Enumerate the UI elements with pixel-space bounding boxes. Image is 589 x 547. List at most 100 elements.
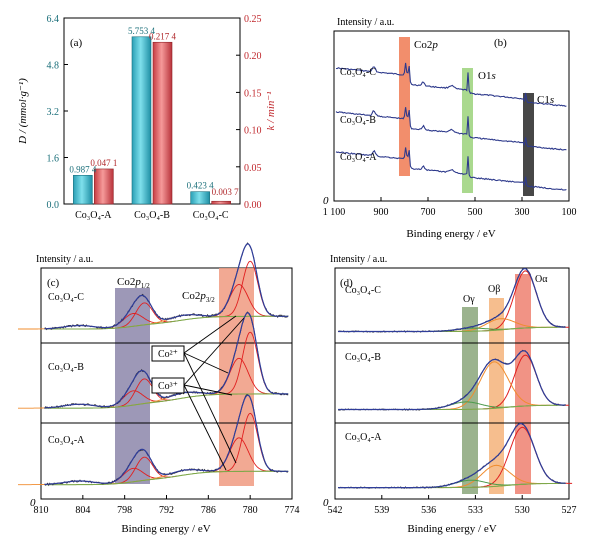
bar-d-2 bbox=[190, 191, 210, 205]
co2p-background-2 bbox=[44, 470, 289, 486]
co3plus-label: Co³⁺ bbox=[158, 381, 178, 392]
o1s-envelope-0 bbox=[338, 268, 566, 333]
panel-d-frame bbox=[334, 267, 570, 500]
survey-curve-1 bbox=[335, 107, 567, 151]
category-label-0: Co₃O₄-A bbox=[75, 210, 112, 221]
ytick-left-label-2: 3.2 bbox=[47, 107, 60, 118]
panel-b: 1 100 900 700 500 300 100 Intensity / a.u. (b… bbox=[323, 17, 577, 240]
d-xtick-label-2: 536 bbox=[421, 505, 436, 516]
value-label-d-2: 0.423 4 bbox=[187, 181, 215, 191]
c-label-b: Co₃O₄-B bbox=[48, 362, 84, 373]
c-xtick-label-5: 780 bbox=[243, 505, 258, 516]
o1s-component-2-1 bbox=[439, 464, 552, 489]
panel-c-tag: (c) bbox=[47, 277, 60, 289]
b-xtick-label-2: 700 bbox=[421, 207, 436, 218]
panel-b-origin: 0 bbox=[323, 195, 329, 207]
panel-c-ylabel: Intensity / a.u. bbox=[36, 254, 93, 265]
panel-a-ylabel-left: D / (mmol·g⁻¹) bbox=[17, 78, 29, 145]
co2p-background-1 bbox=[44, 393, 289, 409]
b-xtick-label-4: 300 bbox=[515, 207, 530, 218]
b-xtick-label-3: 500 bbox=[468, 207, 483, 218]
panel-a-category-labels: Co₃O₄-A Co₃O₄-B Co₃O₄-C bbox=[75, 210, 229, 221]
co2p-component-2-2 bbox=[110, 456, 178, 485]
panel-d-xlabel: Binding energy / eV bbox=[407, 523, 496, 535]
b-xtick-label-0: 1 100 bbox=[323, 207, 346, 218]
co2p-envelope-1 bbox=[44, 312, 289, 409]
value-label-k-1: 0.217 4 bbox=[149, 31, 177, 41]
value-label-d-0: 0.987 4 bbox=[69, 164, 97, 174]
co2p-envelope-2 bbox=[44, 394, 289, 485]
d-label-a: Co₃O₄-A bbox=[345, 432, 382, 443]
label-c1s: C1s bbox=[537, 94, 554, 106]
bar-k-2 bbox=[211, 200, 231, 205]
co2p-component-0-2 bbox=[110, 302, 178, 329]
panel-a-bars bbox=[73, 36, 231, 205]
label-co2p: Co2p bbox=[414, 39, 438, 51]
label-co2p12: Co2p1/2 bbox=[117, 276, 150, 290]
co2p-background-0 bbox=[44, 315, 289, 330]
panel-d-spectra bbox=[337, 267, 573, 489]
c-xtick-label-6: 774 bbox=[285, 505, 300, 516]
category-label-2: Co₃O₄-C bbox=[193, 210, 229, 221]
d-xtick-label-0: 542 bbox=[328, 505, 343, 516]
value-label-k-0: 0.047 1 bbox=[90, 158, 117, 168]
c-xtick-label-2: 798 bbox=[117, 505, 132, 516]
co2p-component-1-2 bbox=[110, 378, 178, 408]
panel-d-xticks: 542 539 536 533 530 527 bbox=[328, 495, 577, 516]
category-label-1: Co₃O₄-B bbox=[134, 210, 170, 221]
b-label-b: Co₃O₄-B bbox=[340, 115, 376, 126]
band-co2p bbox=[399, 37, 410, 176]
survey-curve-2 bbox=[335, 147, 567, 191]
panel-b-spectra bbox=[335, 62, 567, 191]
c-annotation-arrows bbox=[183, 315, 245, 471]
survey-curve-0 bbox=[335, 62, 567, 107]
panel-a-value-labels: 0.987 40.047 1 5.753 40.217 4 0.423 40.003… bbox=[69, 26, 239, 197]
c-label-c: Co₃O₄-C bbox=[48, 292, 84, 303]
panel-a-right-ticks: 0.00 0.05 0.10 0.15 0.20 0.25 bbox=[236, 14, 262, 211]
d-xtick-label-3: 533 bbox=[468, 505, 483, 516]
panel-b-tag: (b) bbox=[494, 37, 507, 49]
panel-a-tag: (a) bbox=[70, 37, 83, 49]
d-xtick-label-5: 527 bbox=[562, 505, 577, 516]
ytick-left-label-4: 6.4 bbox=[47, 14, 60, 25]
ytick-right-label-5: 0.25 bbox=[244, 14, 262, 25]
ytick-right-label-1: 0.05 bbox=[244, 163, 262, 174]
panel-d: 542 539 536 533 530 527 Intensity / a.u. (d) … bbox=[323, 254, 577, 535]
bar-k-1 bbox=[152, 41, 173, 205]
d-label-b: Co₃O₄-B bbox=[345, 352, 381, 363]
panel-b-frame bbox=[333, 30, 570, 202]
label-o-alpha: Oα bbox=[535, 274, 548, 285]
panel-b-ylabel: Intensity / a.u. bbox=[337, 17, 394, 28]
label-o-gamma: Oγ bbox=[463, 294, 475, 305]
c-label-a: Co₃O₄-A bbox=[48, 435, 85, 446]
panel-a-left-ticks: 0.0 1.6 3.2 4.8 6.4 bbox=[47, 14, 68, 211]
label-co2p32: Co2p3/2 bbox=[182, 290, 215, 304]
co2p-envelope-0 bbox=[44, 243, 289, 330]
b-xtick-label-1: 900 bbox=[374, 207, 389, 218]
o1s-envelope-2 bbox=[338, 422, 566, 489]
c-xtick-label-3: 792 bbox=[159, 505, 174, 516]
o1s-envelope-1 bbox=[338, 350, 566, 411]
ytick-right-label-4: 0.20 bbox=[244, 51, 262, 62]
c-xtick-label-0: 810 bbox=[34, 505, 49, 516]
ytick-left-label-1: 1.6 bbox=[47, 154, 60, 165]
d-xtick-label-1: 539 bbox=[374, 505, 389, 516]
ytick-right-label-0: 0.00 bbox=[244, 200, 262, 211]
b-label-c: Co₃O₄-C bbox=[340, 67, 376, 78]
bar-d-0 bbox=[73, 175, 93, 205]
c-xtick-label-4: 786 bbox=[201, 505, 216, 516]
d-label-c: Co₃O₄-C bbox=[345, 285, 381, 296]
panel-c-xticks: 810 804 798 792 786 780 774 bbox=[34, 495, 300, 516]
label-o-beta: Oβ bbox=[488, 284, 500, 295]
band-o-alpha bbox=[515, 274, 531, 494]
b-xtick-label-5: 100 bbox=[562, 207, 577, 218]
co2plus-label: Co²⁺ bbox=[158, 349, 178, 360]
band-c1s bbox=[523, 93, 534, 196]
panel-d-origin: 0 bbox=[323, 497, 329, 509]
panel-b-xlabel: Binding energy / eV bbox=[406, 228, 495, 240]
panel-a: 0.0 1.6 3.2 4.8 6.4 0.00 0.05 0.10 0.15 0.20 0.25… bbox=[17, 14, 277, 221]
ytick-right-label-3: 0.15 bbox=[244, 88, 262, 99]
panel-d-ylabel: Intensity / a.u. bbox=[330, 254, 387, 265]
ytick-right-label-2: 0.10 bbox=[244, 126, 262, 137]
